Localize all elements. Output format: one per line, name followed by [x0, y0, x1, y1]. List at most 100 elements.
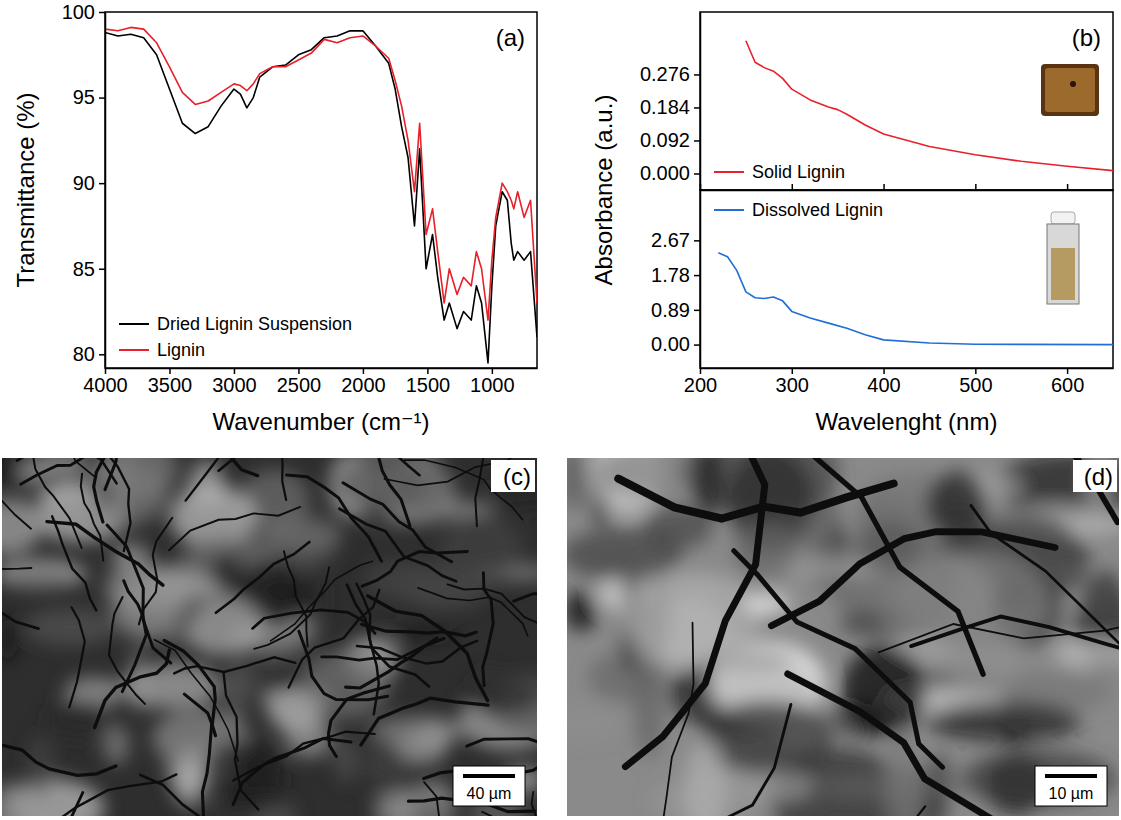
crack — [482, 812, 537, 816]
scale-bar — [463, 774, 515, 778]
crack — [771, 532, 1055, 626]
panel-letter-ground — [1073, 460, 1117, 492]
crack — [911, 617, 1119, 653]
photo-frame — [1041, 64, 1099, 116]
crack — [660, 623, 693, 816]
panel-letter: (c) — [503, 463, 531, 490]
x-tick: 200 — [684, 368, 717, 396]
y-tick-label: 2.67 — [651, 229, 690, 251]
texture-blob — [374, 792, 417, 816]
crack — [2, 743, 116, 776]
crack — [467, 739, 537, 753]
y-axis-line — [700, 13, 702, 191]
y-tick: 0.000 — [640, 162, 700, 184]
x-tick-mark — [883, 368, 885, 374]
crack — [81, 474, 104, 561]
crack — [618, 479, 893, 519]
y-tick-label: 95 — [73, 86, 95, 108]
crack — [514, 542, 537, 602]
x-tick: 3000 — [212, 368, 257, 396]
crack — [69, 607, 85, 707]
micrograph-cracks — [618, 458, 1119, 816]
x-axis: 200 300 400 500 600 — [684, 368, 1114, 396]
cuvette-cap — [1051, 212, 1075, 224]
x-tick-label: 500 — [959, 374, 992, 396]
x-tick: 3500 — [148, 368, 193, 396]
y-axis-line — [105, 13, 107, 369]
crack — [122, 581, 146, 692]
scale-bar — [1045, 774, 1097, 778]
texture-blob — [2, 617, 17, 662]
cuvette-liquid — [1051, 248, 1075, 300]
x-tick: 600 — [1051, 368, 1084, 396]
y-tick-mark — [694, 275, 700, 277]
crack — [302, 458, 420, 475]
crack — [2, 568, 32, 589]
crack — [17, 458, 117, 483]
x-tick-mark — [975, 368, 977, 374]
y-tick: 1.78 — [651, 264, 700, 286]
x-tick-mark — [105, 368, 107, 374]
texture-blob — [122, 665, 221, 709]
y-tick-label: 1.78 — [651, 264, 690, 286]
x-tick: 300 — [776, 368, 809, 396]
y-tick-mark — [99, 268, 105, 270]
x-axis: 4000350030002500200015001000 — [83, 368, 537, 396]
texture-blob — [369, 716, 466, 747]
y-tick-label: 80 — [73, 343, 95, 365]
legend: Dissolved Lignin — [714, 200, 883, 220]
crack — [139, 518, 172, 625]
scale-bar-box — [1035, 766, 1107, 806]
panel-letter: (a) — [496, 24, 525, 51]
y-tick-label: 0.89 — [651, 299, 690, 321]
y-tick-label: 0.092 — [640, 129, 690, 151]
texture-blob — [567, 458, 585, 510]
y-tick: 0.276 — [640, 63, 700, 85]
legend-entry: Lignin — [157, 340, 205, 360]
x-axis-title: Wavenumber (cm⁻¹) — [212, 408, 429, 435]
y-tick: 95 — [73, 86, 105, 108]
legend-entry: Solid Lignin — [752, 162, 845, 182]
crack — [625, 458, 764, 767]
crack — [475, 458, 484, 526]
y-tick: 0.00 — [651, 333, 700, 355]
x-tick-mark — [700, 368, 702, 374]
x-tick — [975, 184, 976, 190]
x-tick-label: 2500 — [277, 374, 322, 396]
y-tick-mark — [99, 97, 105, 99]
x-tick-mark — [1067, 368, 1069, 374]
crack — [169, 507, 300, 550]
series-line — [105, 27, 537, 320]
legend-swatch — [119, 349, 149, 351]
crack — [362, 624, 477, 636]
x-tick: 1000 — [470, 368, 515, 396]
x-tick-label: 1500 — [406, 374, 451, 396]
y-tick: 0.184 — [640, 96, 700, 118]
legend-swatch — [714, 209, 744, 211]
panel: 2003004005006000.000.891.782.67Wavelengh… — [651, 190, 1113, 435]
micrograph-ground — [2, 458, 537, 816]
x-tick-label: 1000 — [470, 374, 515, 396]
x-tick-mark — [1067, 184, 1069, 190]
series-line — [746, 41, 1113, 171]
x-tick-label: 400 — [867, 374, 900, 396]
x-tick: 2500 — [277, 368, 322, 396]
image-panel: (d)10 µm — [549, 203, 1121, 820]
x-tick — [1067, 184, 1068, 190]
x-tick-label: 3000 — [212, 374, 257, 396]
x-tick-label: 4000 — [83, 374, 128, 396]
y-tick: 85 — [73, 258, 105, 280]
y-tick-label: 0.184 — [640, 96, 690, 118]
y-tick: 0.89 — [651, 299, 700, 321]
crack — [233, 739, 351, 805]
crack — [45, 793, 83, 817]
crack — [788, 674, 1071, 816]
crack — [879, 619, 1119, 652]
texture-blob — [210, 555, 242, 593]
texture-blob — [2, 782, 29, 816]
texture-blob — [567, 590, 598, 631]
crack — [532, 792, 537, 816]
crack — [271, 561, 373, 641]
y-tick: 90 — [73, 172, 105, 194]
crack — [174, 657, 295, 673]
